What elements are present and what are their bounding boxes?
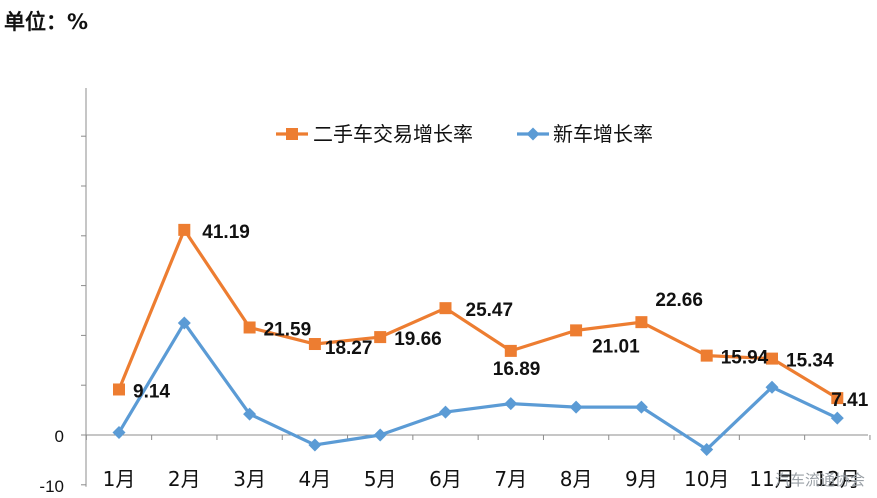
x-tick-label: 9月 — [625, 467, 658, 491]
data-label: 15.94 — [721, 348, 769, 369]
data-point-diamond — [504, 397, 518, 411]
data-point-square — [700, 349, 713, 362]
x-tick-label: 11月 — [749, 467, 794, 491]
legend-item: 新车增长率 — [517, 122, 653, 146]
data-point-square — [635, 316, 648, 329]
data-point-square — [308, 338, 321, 351]
unit-label: 单位：% — [4, 10, 89, 34]
data-point-square — [504, 344, 517, 357]
legend-label: 二手车交易增长率 — [313, 122, 473, 146]
series-new-car — [112, 316, 844, 456]
data-label: 25.47 — [466, 300, 514, 321]
x-tick-label: 12月 — [815, 467, 860, 491]
legend: 二手车交易增长率 新车增长率 — [276, 122, 653, 146]
data-label: 21.01 — [592, 336, 640, 357]
data-point-square — [113, 383, 125, 396]
y-tick-labels: 0 -10 — [39, 427, 64, 496]
data-label: 19.66 — [394, 329, 442, 350]
x-tick-label: 4月 — [299, 467, 332, 491]
data-point-diamond — [112, 426, 126, 440]
axes — [81, 88, 871, 487]
legend-marker-diamond — [526, 127, 540, 141]
data-point-square — [243, 321, 256, 334]
x-tick-labels: 1月 2月 3月 4月 5月 6月 7月 8月 9月 10月 11月 12月 — [103, 467, 860, 491]
series-line — [117, 228, 839, 400]
x-tick-label: 8月 — [560, 467, 593, 491]
data-point-diamond — [373, 428, 387, 442]
x-tick-label: 5月 — [364, 467, 397, 491]
legend-label: 新车增长率 — [553, 122, 653, 146]
legend-marker-square — [286, 128, 298, 140]
series-line — [117, 321, 838, 452]
series-layer — [112, 223, 844, 456]
data-point-diamond — [830, 411, 844, 425]
x-tick-label: 3月 — [233, 467, 266, 491]
data-label: 7.41 — [831, 390, 868, 411]
y-tick-label: 0 — [55, 427, 64, 446]
x-tick-label: 7月 — [494, 467, 527, 491]
data-point-square — [374, 331, 387, 344]
data-label: 22.66 — [655, 290, 703, 311]
data-label: 15.34 — [786, 351, 834, 372]
x-tick-label: 6月 — [429, 467, 462, 491]
data-point-square — [766, 352, 778, 365]
series-used-car — [113, 223, 844, 405]
data-labels: 9.14 41.19 21.59 18.27 19.66 25.47 16.89 21.01 2… — [133, 222, 869, 411]
data-point-diamond — [243, 407, 257, 421]
x-tick-label: 1月 — [103, 467, 136, 491]
y-tick-label: -10 — [39, 477, 64, 496]
data-point-diamond — [634, 400, 648, 414]
data-label: 21.59 — [264, 319, 312, 340]
data-point-diamond — [765, 380, 779, 394]
data-point-diamond — [439, 405, 452, 419]
data-point-square — [178, 223, 191, 236]
data-label: 18.27 — [325, 338, 373, 359]
data-point-diamond — [177, 316, 191, 330]
data-label: 16.89 — [493, 359, 541, 380]
data-point-square — [831, 392, 844, 405]
watermark: 汽车流通协会 — [774, 471, 865, 489]
data-label: 41.19 — [202, 222, 250, 243]
data-point-diamond — [569, 400, 583, 414]
data-point-square — [439, 302, 452, 315]
data-point-square — [570, 324, 583, 337]
x-tick-label: 2月 — [168, 467, 201, 491]
data-point-diamond — [700, 442, 714, 456]
legend-item: 二手车交易增长率 — [276, 122, 473, 146]
x-tick-label: 10月 — [684, 467, 729, 491]
data-point-diamond — [308, 438, 322, 452]
data-label: 9.14 — [133, 381, 170, 402]
